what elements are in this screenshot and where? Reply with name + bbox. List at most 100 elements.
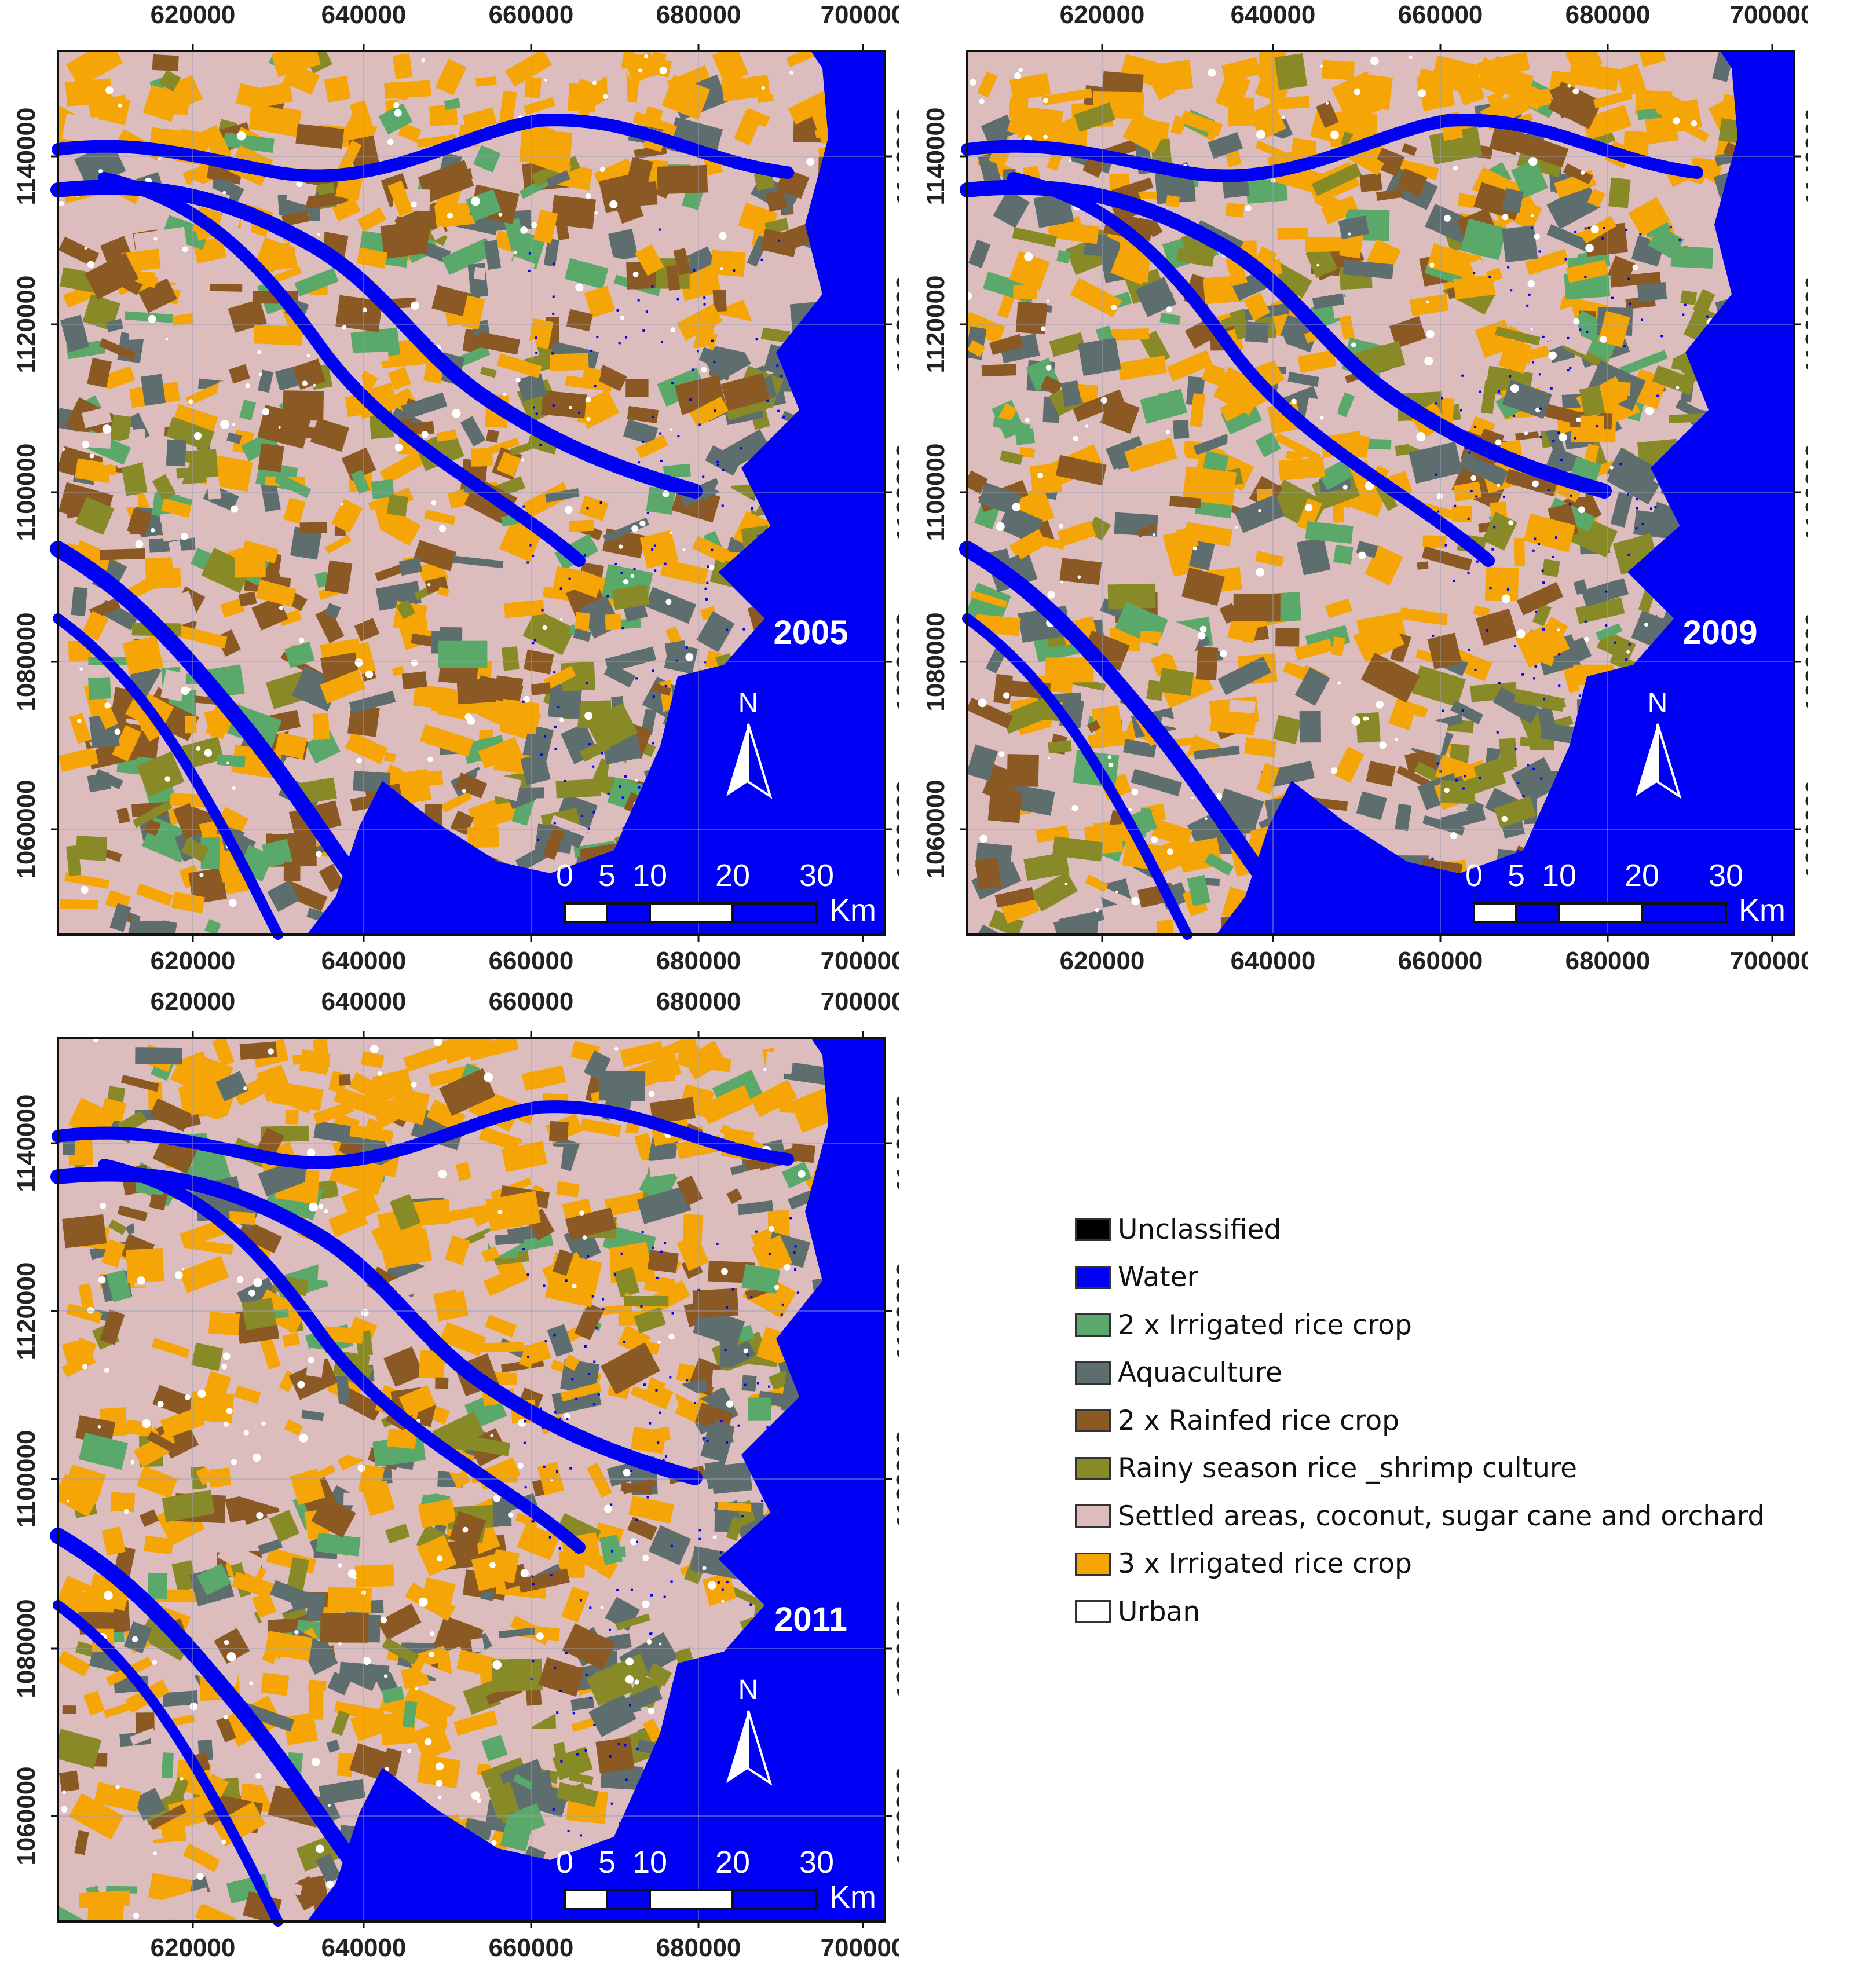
x-tick-label-top: 680000 [656,1,741,29]
legend-label: Urban [1118,1595,1201,1628]
scale-label: 5 [598,858,616,893]
legend-item-water: Water [1075,1254,1828,1302]
x-tick-label-bottom: 700000 [821,1934,899,1962]
legend-swatch [1075,1409,1111,1433]
y-tick-label-left: 1120000 [12,1262,41,1360]
y-tick-label-left: 1100000 [921,444,950,541]
scale-unit: Km [829,893,876,928]
x-tick-label-top: 640000 [321,987,407,1016]
scale-label: 5 [1508,858,1525,893]
north-arrow-icon: N [726,1675,773,1786]
x-tick-label-top: 620000 [1060,1,1145,29]
legend-label: Aquaculture [1118,1357,1282,1389]
legend: Unclassified Water 2 x Irrigated rice cr… [1075,1206,1828,1636]
scale-label: 0 [556,858,573,893]
x-tick-label-bottom: 700000 [1730,947,1808,975]
y-tick-label-left: 1080000 [921,612,950,711]
legend-swatch [1075,1504,1111,1528]
x-tick-label-top: 640000 [321,1,407,29]
river-channel [961,114,1703,182]
x-tick-label-top: 700000 [821,987,899,1016]
legend-item-urban: Urban [1075,1588,1828,1636]
legend-item-aquaculture: Aquaculture [1075,1349,1828,1397]
scale-label: 0 [1465,858,1483,893]
x-tick-label-bottom: 660000 [489,1934,574,1962]
legend-item-unclassified: Unclassified [1075,1206,1828,1254]
x-tick-label-bottom: 620000 [151,947,236,975]
x-tick-label-bottom: 640000 [321,947,407,975]
y-tick-label-left: 1080000 [12,1599,41,1698]
north-arrow-icon: N [726,688,773,799]
year-label: 2011 [774,1601,847,1638]
legend-swatch [1075,1265,1111,1289]
x-tick-label-bottom: 660000 [489,947,574,975]
river-channel [959,541,1276,893]
scale-label: 30 [1709,858,1743,893]
scale-label: 30 [799,858,834,893]
x-tick-label-top: 700000 [821,1,899,29]
scale-label: 20 [715,858,750,893]
land-cover-layer [58,51,828,935]
scale-unit: Km [829,1880,876,1914]
y-tick-label-left: 1060000 [12,1766,41,1865]
legend-swatch [1075,1313,1111,1337]
scale-label: 10 [1542,858,1576,893]
scale-label: 10 [632,1845,667,1880]
year-label: 2009 [1682,614,1757,651]
legend-label: 2 x Irrigated rice crop [1118,1309,1412,1341]
y-tick-label-right: 1100000 [1801,444,1808,541]
x-tick-label-top: 640000 [1231,1,1316,29]
x-tick-label-top: 680000 [656,987,741,1016]
legend-swatch [1075,1218,1111,1242]
y-tick-label-right: 1100000 [891,444,899,541]
y-tick-label-right: 1120000 [1801,276,1808,374]
svg-text:N: N [738,688,759,719]
x-tick-label-bottom: 640000 [1231,947,1316,975]
x-tick-label-bottom: 680000 [656,1934,741,1962]
river-channel [98,172,586,567]
scale-label: 20 [1625,858,1659,893]
x-tick-label-top: 680000 [1565,1,1651,29]
y-tick-label-left: 1080000 [12,612,41,711]
map-svg: 620000 620000 640000 640000 660000 660000 6800… [12,1,899,975]
x-tick-label-bottom: 640000 [321,1934,407,1962]
map-svg: 620000 620000 640000 640000 660000 660000 6800… [921,1,1808,975]
river-channel [50,1166,703,1485]
y-tick-label-right: 1140000 [891,108,899,206]
x-tick-label-bottom: 680000 [656,947,741,975]
x-tick-label-top: 660000 [1398,1,1483,29]
map-panel-2005: 620000 620000 640000 640000 660000 660000 6800… [0,0,899,984]
x-tick-label-top: 620000 [151,987,236,1016]
x-tick-label-top: 660000 [489,1,574,29]
river-channel [50,541,367,893]
y-tick-label-right: 1060000 [891,779,899,878]
scale-label: 10 [632,858,667,893]
year-label: 2005 [773,614,848,651]
river-channel [960,180,1612,499]
y-tick-label-left: 1100000 [12,1430,41,1528]
y-tick-label-right: 1080000 [891,612,899,711]
river-channel [1007,172,1495,567]
river-channel [50,180,703,499]
y-tick-label-left: 1060000 [921,779,950,878]
legend-item-settled: Settled areas, coconut, sugar cane and o… [1075,1492,1828,1540]
x-tick-label-top: 660000 [489,987,574,1016]
y-tick-label-left: 1140000 [12,108,41,206]
legend-label: Water [1118,1261,1198,1294]
legend-swatch [1075,1361,1111,1385]
scale-label: 20 [715,1845,750,1880]
y-tick-label-left: 1120000 [921,276,950,374]
map-panel-2009: 620000 620000 640000 640000 660000 660000 6800… [909,0,1808,984]
scale-unit: Km [1739,893,1786,928]
river-channel [52,1100,794,1169]
legend-item-rainfed-2x: 2 x Rainfed rice crop [1075,1397,1828,1445]
y-tick-label-left: 1060000 [12,779,41,878]
y-tick-label-left: 1140000 [12,1094,41,1192]
legend-label: 2 x Rainfed rice crop [1118,1404,1399,1437]
legend-label: 3 x Irrigated rice crop [1118,1548,1412,1580]
legend-label: Rainy season rice _shrimp culture [1118,1452,1578,1485]
x-tick-label-bottom: 700000 [821,947,899,975]
